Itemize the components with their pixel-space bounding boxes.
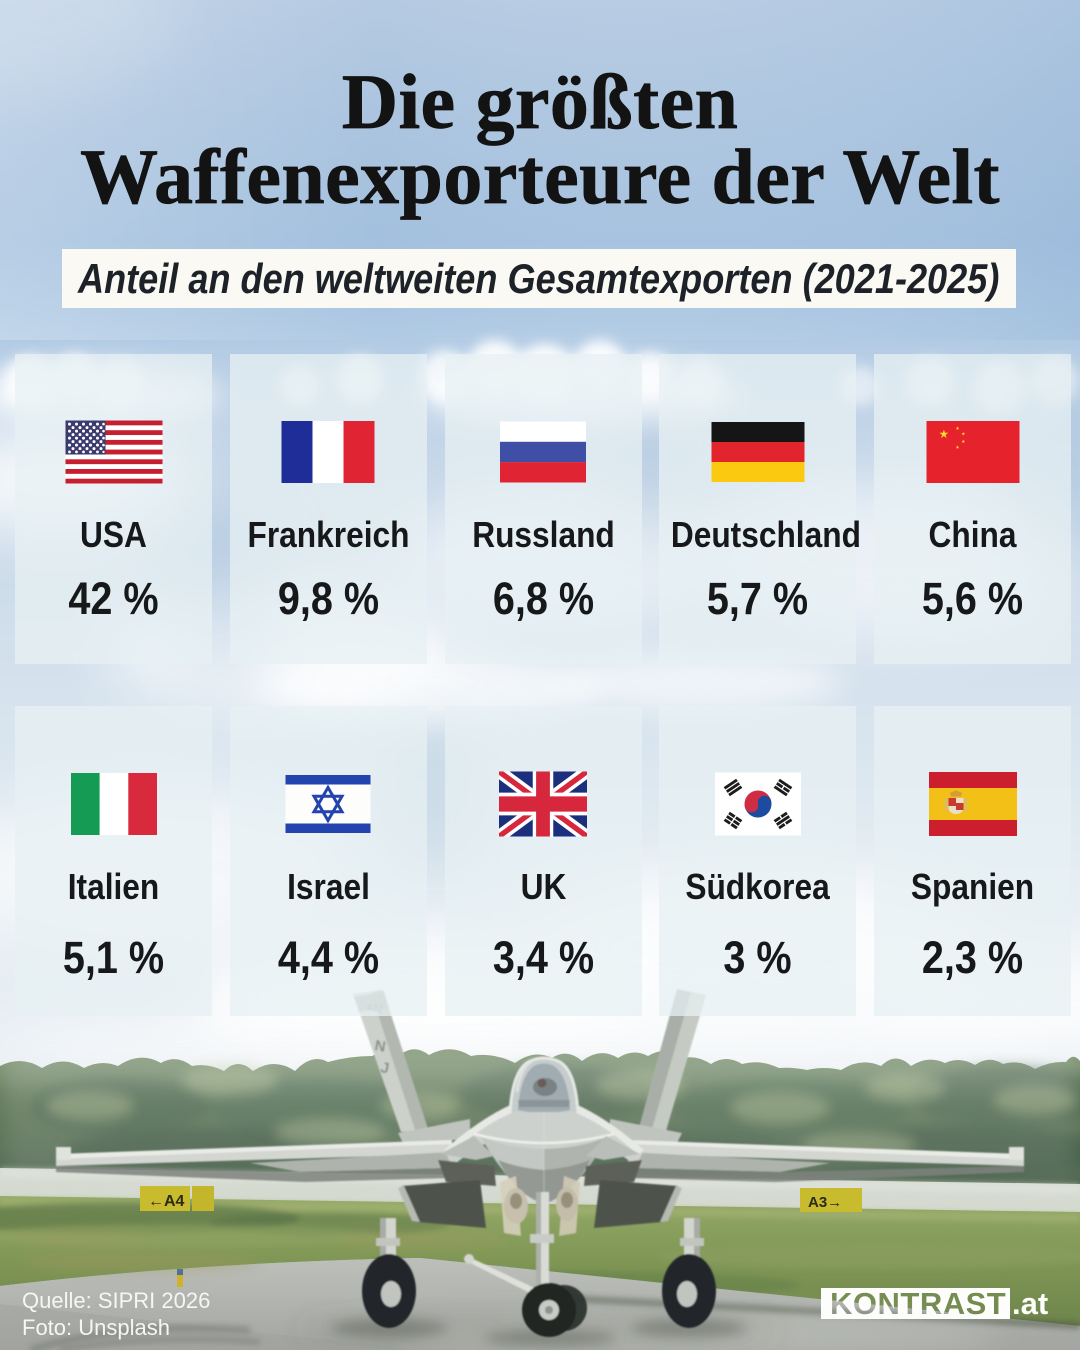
svg-text:A3→: A3→ — [808, 1194, 842, 1211]
svg-text:N: N — [373, 1037, 387, 1056]
svg-text:J: J — [379, 1059, 390, 1077]
svg-text:.at: .at — [1012, 1286, 1048, 1320]
svg-text:←A4: ←A4 — [148, 1193, 185, 1210]
